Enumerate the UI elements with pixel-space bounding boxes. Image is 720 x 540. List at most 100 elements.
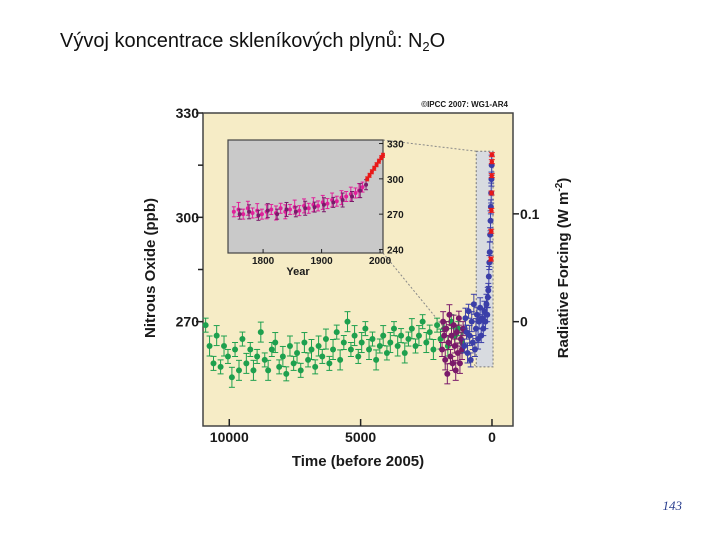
main-point-0-63: [430, 338, 437, 360]
main-point-2-10: [471, 341, 478, 357]
right-y-axis-title: Radiative Forcing (W m-2): [554, 178, 572, 359]
main-point-1-5: [444, 363, 451, 385]
main-point-0-24: [290, 355, 297, 371]
main-point-3-0: [487, 256, 494, 262]
inset-point-1-0: [237, 208, 242, 220]
main-point-0-51: [387, 332, 394, 354]
inset-point-1-8: [312, 201, 317, 213]
main-point-0-22: [283, 366, 290, 382]
main-point-0-58: [412, 338, 419, 354]
main-point-0-56: [405, 331, 412, 347]
main-point-1-11: [450, 314, 457, 336]
inset-plot-panel: [227, 139, 384, 254]
main-point-0-29: [308, 338, 315, 360]
main-point-1-3: [442, 349, 449, 371]
main-point-0-17: [265, 359, 272, 381]
main-point-0-38: [340, 335, 347, 351]
main-point-0-30: [312, 359, 319, 375]
main-point-0-59: [415, 325, 422, 347]
main-point-0-60: [419, 314, 426, 330]
y-tick-label-0: 270: [176, 314, 200, 330]
inset-point-1-10: [331, 196, 336, 208]
main-point-0-50: [383, 345, 390, 361]
main-point-0-14: [254, 348, 261, 364]
main-point-2-24: [485, 282, 492, 298]
main-point-0-13: [250, 359, 257, 381]
main-point-0-41: [351, 325, 358, 347]
main-point-0-15: [257, 321, 264, 343]
main-point-0-23: [286, 335, 293, 357]
inset-point-2-7: [381, 152, 385, 158]
main-point-0-2: [210, 355, 217, 371]
inset-point-1-4: [275, 208, 280, 220]
main-point-0-42: [355, 348, 362, 364]
left-y-axis-title: Nitrous Oxide (ppb): [142, 198, 159, 338]
inset-x-tick-label-1: 1900: [310, 256, 333, 267]
ipcc-credit: ©IPCC 2007: WG1-AR4: [421, 100, 508, 109]
inset-point-1-5: [284, 201, 289, 217]
inset-point-2-5: [376, 158, 381, 164]
inset-point-0-12: [288, 203, 292, 215]
inset-data-points: [231, 152, 385, 221]
inset-point-0-16: [306, 202, 311, 214]
right-tick-label-0: 0: [520, 314, 528, 330]
main-point-0-44: [362, 321, 369, 337]
x-tick-label-0: 10000: [210, 429, 249, 445]
main-point-3-1: [488, 228, 495, 234]
main-point-2-4: [465, 303, 472, 319]
x-tick-label-1: 5000: [345, 429, 376, 445]
main-point-3-3: [488, 190, 495, 196]
main-point-0-48: [376, 338, 383, 354]
main-axes: 10000 5000 0 270 300 330 0 0.1: [176, 105, 540, 445]
slide-title-end: O: [429, 30, 446, 52]
inset-point-1-13: [358, 183, 363, 199]
inset-point-1-2: [256, 209, 261, 221]
inset-point-0-14: [297, 205, 302, 217]
inset-point-0-4: [250, 207, 255, 219]
main-point-0-40: [347, 341, 354, 357]
main-point-0-1: [206, 335, 213, 357]
main-point-2-6: [467, 352, 474, 368]
main-point-2-1: [462, 307, 469, 329]
main-point-0-28: [305, 352, 312, 368]
inset-point-0-20: [325, 198, 330, 210]
main-point-0-47: [373, 349, 380, 371]
main-point-0-43: [358, 332, 365, 354]
main-point-1-16: [455, 310, 462, 326]
inset-point-1-7: [303, 200, 308, 216]
inset-y-tick-label-1: 270: [387, 210, 404, 221]
main-point-2-7: [468, 311, 475, 333]
main-point-1-10: [449, 355, 456, 371]
main-point-0-39: [344, 311, 351, 333]
inset-point-1-11: [340, 192, 345, 208]
main-point-1-12: [451, 338, 458, 354]
main-point-0-35: [330, 338, 337, 360]
slide-title: Vývoj koncentrace skleníkových plynů: N2…: [60, 30, 445, 54]
main-point-0-4: [217, 359, 224, 375]
right-tick-label-1: 0.1: [520, 206, 540, 222]
x-axis-title: Time (before 2005): [292, 453, 424, 470]
y-tick-label-1: 300: [176, 209, 200, 225]
slide-title-subscript: 2: [422, 39, 430, 54]
main-point-0-46: [369, 331, 376, 347]
main-point-0-16: [261, 352, 268, 368]
main-point-0-12: [247, 341, 254, 357]
inset-point-2-4: [374, 162, 379, 168]
main-point-0-26: [297, 362, 304, 378]
main-point-0-19: [272, 332, 279, 354]
inset-point-1-3: [265, 203, 270, 219]
main-point-0-61: [423, 332, 430, 354]
main-point-0-32: [319, 348, 326, 364]
inset-point-0-2: [241, 208, 246, 220]
main-point-0-11: [243, 352, 250, 374]
inset-x-axis-title: Year: [286, 266, 310, 278]
inset-point-0-0: [231, 206, 236, 218]
inset-point-1-6: [293, 206, 298, 218]
main-point-3-4: [488, 173, 495, 179]
main-point-0-10: [239, 331, 246, 347]
inset-point-0-6: [259, 208, 264, 220]
inset-y-tick-label-3: 330: [387, 140, 404, 151]
main-point-0-8: [232, 341, 239, 357]
main-data-points: [202, 152, 495, 388]
